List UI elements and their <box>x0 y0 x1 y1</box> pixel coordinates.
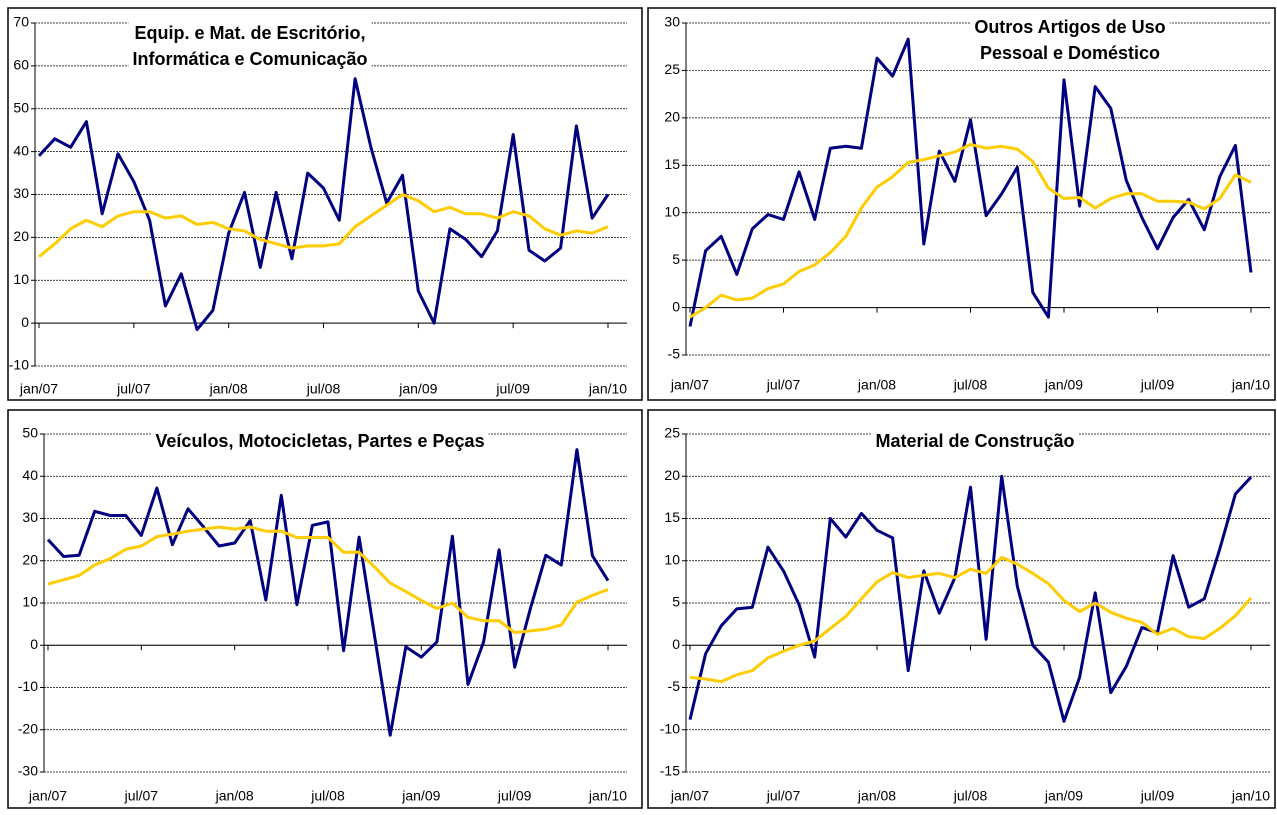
y-tick-label: 15 <box>664 156 680 172</box>
x-tick-label: jan/08 <box>857 788 896 804</box>
series-line <box>689 142 1252 319</box>
title-bg <box>871 429 1079 455</box>
x-tick-label: jan/09 <box>1044 377 1083 393</box>
y-tick-label: 50 <box>22 425 38 441</box>
y-tick-label: 0 <box>30 636 38 652</box>
x-tick-label: jul/07 <box>766 377 801 393</box>
y-tick-label: 60 <box>13 57 29 73</box>
y-tick-label: -20 <box>18 720 38 736</box>
x-tick-label: jul/09 <box>497 788 532 804</box>
y-tick-label: -10 <box>18 678 38 694</box>
y-tick-label: 20 <box>664 109 680 125</box>
y-tick-label: -5 <box>668 678 681 694</box>
panel-frame <box>7 409 643 809</box>
y-tick-label: 25 <box>664 61 680 77</box>
x-tick-label: jul/08 <box>953 788 988 804</box>
y-tick-label: -10 <box>9 357 29 373</box>
panel-frame <box>7 7 643 401</box>
x-tick-label: jan/08 <box>215 788 254 804</box>
y-tick-label: -15 <box>660 763 680 779</box>
y-tick-label: 30 <box>664 14 680 30</box>
x-tick-label: jan/08 <box>857 377 896 393</box>
x-tick-label: jan/08 <box>209 381 248 397</box>
y-tick-label: 5 <box>672 251 680 267</box>
y-tick-label: 20 <box>13 228 29 244</box>
y-tick-label: 0 <box>672 298 680 314</box>
y-tick-label: 10 <box>22 594 38 610</box>
y-tick-label: -5 <box>668 346 681 362</box>
chart-title: Outros Artigos de Uso <box>974 17 1165 37</box>
y-tick-label: 30 <box>13 185 29 201</box>
y-tick-label: 15 <box>664 509 680 525</box>
x-tick-label: jul/09 <box>495 381 530 397</box>
y-tick-label: -10 <box>660 720 680 736</box>
x-tick-label: jan/10 <box>588 381 627 397</box>
x-tick-label: jan/07 <box>670 788 709 804</box>
x-tick-label: jan/10 <box>1231 788 1270 804</box>
chart-title: Veículos, Motocicletas, Partes e Peças <box>155 431 484 451</box>
x-tick-label: jul/08 <box>306 381 341 397</box>
y-tick-label: 40 <box>22 467 38 483</box>
x-tick-label: jul/09 <box>1140 788 1175 804</box>
y-tick-label: 70 <box>13 14 29 30</box>
chart-title: Equip. e Mat. de Escritório, <box>134 23 365 43</box>
y-tick-label: 30 <box>22 509 38 525</box>
y-tick-label: 0 <box>672 636 680 652</box>
y-tick-label: 10 <box>664 203 680 219</box>
y-tick-label: 5 <box>672 594 680 610</box>
x-tick-label: jul/08 <box>310 788 345 804</box>
x-tick-label: jul/07 <box>116 381 151 397</box>
y-tick-label: 10 <box>664 551 680 567</box>
chart-title: Informática e Comunicação <box>132 49 367 69</box>
series-line <box>688 37 1253 327</box>
x-tick-label: jan/07 <box>19 381 58 397</box>
chart-title: Material de Construção <box>875 431 1074 451</box>
chart-title: Pessoal e Doméstico <box>980 43 1160 63</box>
x-tick-label: jul/07 <box>124 788 159 804</box>
series-line <box>46 448 610 737</box>
title-bg <box>151 429 489 455</box>
y-tick-label: 20 <box>664 467 680 483</box>
series-line <box>689 555 1253 684</box>
x-tick-label: jan/07 <box>28 788 67 804</box>
x-tick-label: jan/10 <box>588 788 627 804</box>
title-bg <box>128 21 372 73</box>
x-tick-label: jan/09 <box>401 788 440 804</box>
series-line <box>37 77 610 332</box>
x-tick-label: jan/09 <box>398 381 437 397</box>
y-tick-label: 50 <box>13 99 29 115</box>
x-tick-label: jan/09 <box>1044 788 1083 804</box>
y-tick-label: 20 <box>22 551 38 567</box>
x-tick-label: jul/09 <box>1140 377 1175 393</box>
series-line <box>47 525 609 635</box>
x-tick-label: jul/07 <box>766 788 801 804</box>
x-tick-label: jan/10 <box>1231 377 1270 393</box>
x-tick-label: jul/08 <box>953 377 988 393</box>
panel-frame <box>647 7 1276 401</box>
title-bg <box>970 15 1170 67</box>
y-tick-label: 10 <box>13 271 29 287</box>
y-tick-label: 40 <box>13 142 29 158</box>
y-tick-label: 0 <box>21 314 29 330</box>
y-tick-label: 25 <box>664 425 680 441</box>
y-tick-label: -30 <box>18 763 38 779</box>
series-line <box>38 193 609 258</box>
x-tick-label: jan/07 <box>670 377 709 393</box>
